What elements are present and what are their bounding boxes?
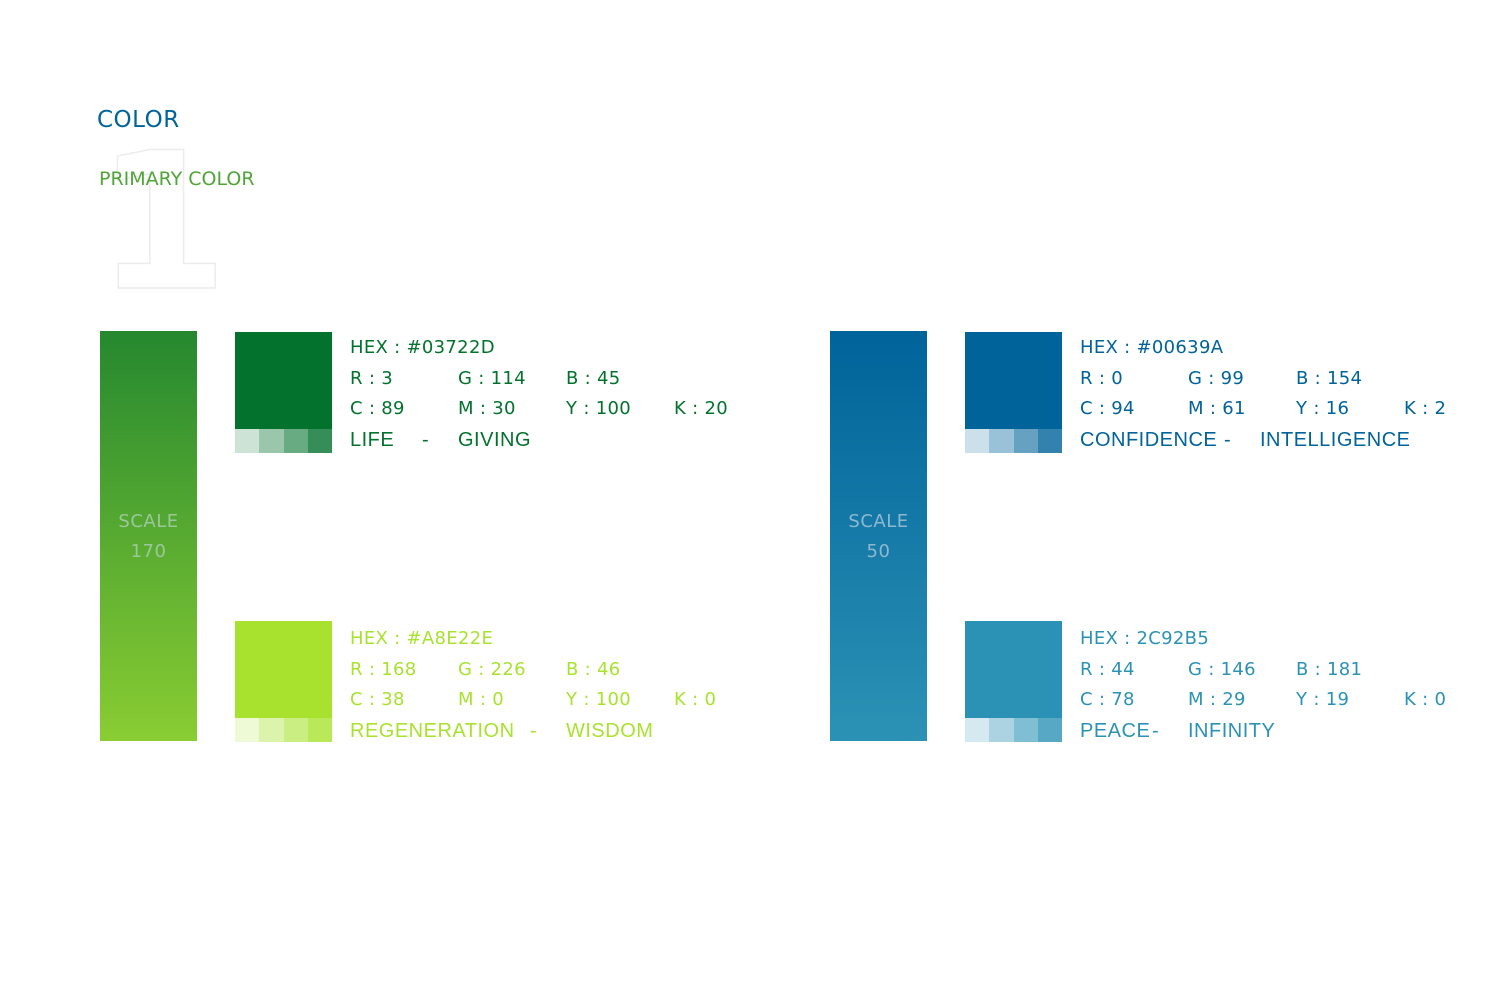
- section-numeral: 1: [95, 112, 229, 333]
- tint-swatch: [283, 718, 308, 742]
- scale-value: 50: [866, 541, 891, 562]
- tint-swatch: [965, 429, 990, 453]
- scale-label: SCALE: [118, 511, 179, 532]
- cmyk-m: M : 30: [458, 398, 516, 419]
- tint-swatch: [1037, 429, 1062, 453]
- keyword-dash: -: [1152, 719, 1160, 742]
- color-swatch: [235, 332, 332, 429]
- keyword-dash: -: [422, 428, 430, 451]
- cmyk-c: C : 38: [350, 689, 405, 710]
- cmyk-k: K : 0: [674, 689, 717, 710]
- tint-swatch: [989, 429, 1014, 453]
- rgb-r: R : 44: [1080, 658, 1135, 680]
- color-info-light-blue: HEX : 2C92B5 R : 44 G : 146 B : 181 C : …: [1080, 624, 1490, 746]
- cmyk-m: M : 61: [1188, 398, 1246, 419]
- color-swatch: [965, 621, 1062, 718]
- color-card-light-blue: [965, 621, 1062, 742]
- scale-bar-blue: SCALE 50: [830, 331, 927, 741]
- rgb-b: B : 45: [566, 367, 621, 389]
- cmyk-k: K : 0: [1404, 689, 1447, 710]
- cmyk-c: C : 89: [350, 398, 405, 419]
- keyword-dash: -: [530, 719, 538, 742]
- scale-bar-green: SCALE 170: [100, 331, 197, 741]
- rgb-g: G : 146: [1188, 658, 1256, 680]
- rgb-r: R : 0: [1080, 367, 1123, 389]
- tint-swatch: [235, 429, 260, 453]
- tint-swatch: [307, 429, 332, 453]
- cmyk-c: C : 78: [1080, 689, 1135, 710]
- tint-swatch: [1013, 718, 1038, 742]
- cmyk-y: Y : 16: [1296, 398, 1350, 419]
- cmyk-y: Y : 100: [566, 398, 631, 419]
- color-info-dark-green: HEX : #03722D R : 3 G : 114 B : 45 C : 8…: [350, 333, 750, 455]
- keyword-2: INFINITY: [1188, 719, 1276, 742]
- color-card-light-green: [235, 621, 332, 742]
- tint-swatch: [259, 718, 284, 742]
- tint-swatch: [1013, 429, 1038, 453]
- rgb-b: B : 181: [1296, 658, 1363, 680]
- rgb-r: R : 168: [350, 658, 417, 680]
- scale-value: 170: [130, 541, 167, 562]
- rgb-g: G : 226: [458, 658, 526, 680]
- tint-swatch: [259, 429, 284, 453]
- cmyk-y: Y : 100: [566, 689, 631, 710]
- cmyk-m: M : 0: [458, 689, 504, 710]
- section-subtitle: PRIMARY COLOR: [99, 168, 255, 190]
- keyword-2: GIVING: [458, 428, 532, 451]
- tint-swatch: [1037, 718, 1062, 742]
- keyword-1: REGENERATION: [350, 719, 515, 742]
- hex-value: HEX : #A8E22E: [350, 628, 494, 649]
- tint-swatch: [965, 718, 990, 742]
- rgb-b: B : 154: [1296, 367, 1363, 389]
- hex-value: HEX : 2C92B5: [1080, 628, 1210, 649]
- tint-swatch: [235, 718, 260, 742]
- tint-strip: [965, 429, 1062, 453]
- hex-value: HEX : #03722D: [350, 337, 495, 358]
- rgb-g: G : 99: [1188, 367, 1245, 389]
- keyword-1: PEACE: [1080, 719, 1151, 742]
- page-title: COLOR: [97, 107, 180, 133]
- color-card-dark-green: [235, 332, 332, 453]
- cmyk-m: M : 29: [1188, 689, 1246, 710]
- keyword-dash: -: [1224, 428, 1232, 451]
- hex-value: HEX : #00639A: [1080, 337, 1224, 358]
- color-info-dark-blue: HEX : #00639A R : 0 G : 99 B : 154 C : 9…: [1080, 333, 1490, 455]
- rgb-r: R : 3: [350, 367, 393, 389]
- tint-strip: [235, 718, 332, 742]
- keyword-1: CONFIDENCE: [1080, 428, 1218, 451]
- color-info-light-green: HEX : #A8E22E R : 168 G : 226 B : 46 C :…: [350, 624, 750, 746]
- tint-swatch: [307, 718, 332, 742]
- cmyk-c: C : 94: [1080, 398, 1135, 419]
- tint-swatch: [989, 718, 1014, 742]
- scale-label: SCALE: [848, 511, 909, 532]
- cmyk-y: Y : 19: [1296, 689, 1350, 710]
- color-card-dark-blue: [965, 332, 1062, 453]
- tint-strip: [965, 718, 1062, 742]
- keyword-1: LIFE: [350, 428, 395, 451]
- rgb-g: G : 114: [458, 367, 526, 389]
- tint-swatch: [283, 429, 308, 453]
- rgb-b: B : 46: [566, 658, 621, 680]
- keyword-2: INTELLIGENCE: [1260, 428, 1411, 451]
- tint-strip: [235, 429, 332, 453]
- color-swatch: [235, 621, 332, 718]
- cmyk-k: K : 20: [674, 398, 729, 419]
- color-swatch: [965, 332, 1062, 429]
- cmyk-k: K : 2: [1404, 398, 1447, 419]
- keyword-2: WISDOM: [566, 719, 654, 742]
